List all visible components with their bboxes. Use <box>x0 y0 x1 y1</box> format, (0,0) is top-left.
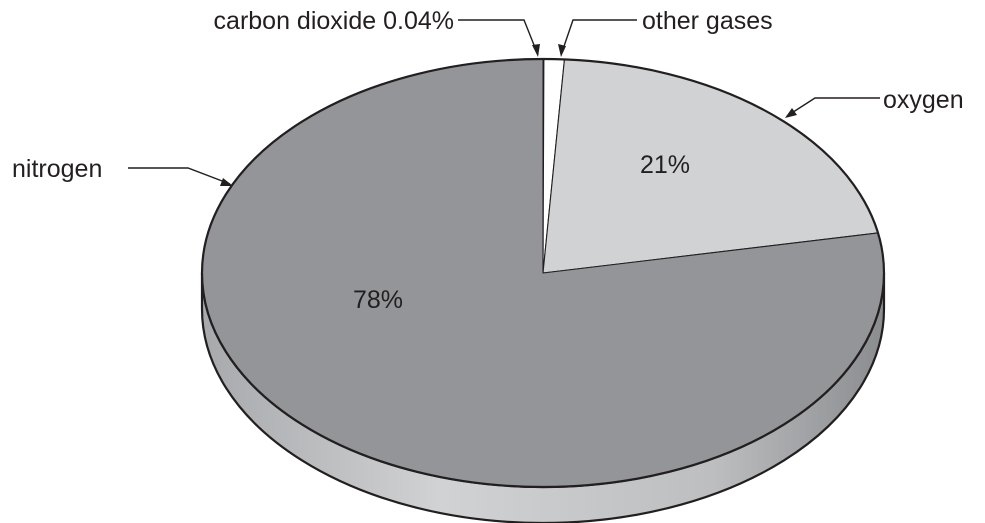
leader-line-nitrogen <box>128 167 231 185</box>
arrowhead-oxygen <box>785 108 797 118</box>
arrowhead-nitrogen <box>220 178 233 186</box>
leader-arrowheads <box>220 44 797 186</box>
slice-value-label-oxygen: 21% <box>640 151 690 179</box>
callout-label-nitrogen: nitrogen <box>12 155 102 183</box>
leader-lines <box>128 19 880 185</box>
leader-line-oxygen <box>786 97 880 117</box>
pie-rim <box>200 57 886 489</box>
slices-layer <box>201 58 885 488</box>
callout-label-other-gases: other gases <box>642 7 773 35</box>
callout-label-carbon-dioxide: carbon dioxide 0.04% <box>214 7 454 35</box>
slice-value-label-nitrogen: 78% <box>353 286 403 314</box>
arrowhead-carbon-dioxide <box>532 44 540 57</box>
leader-line-carbon-dioxide <box>458 19 539 56</box>
leader-line-other-gases <box>560 19 637 56</box>
arrowhead-other-gases <box>558 44 566 57</box>
callout-label-oxygen: oxygen <box>883 86 964 114</box>
